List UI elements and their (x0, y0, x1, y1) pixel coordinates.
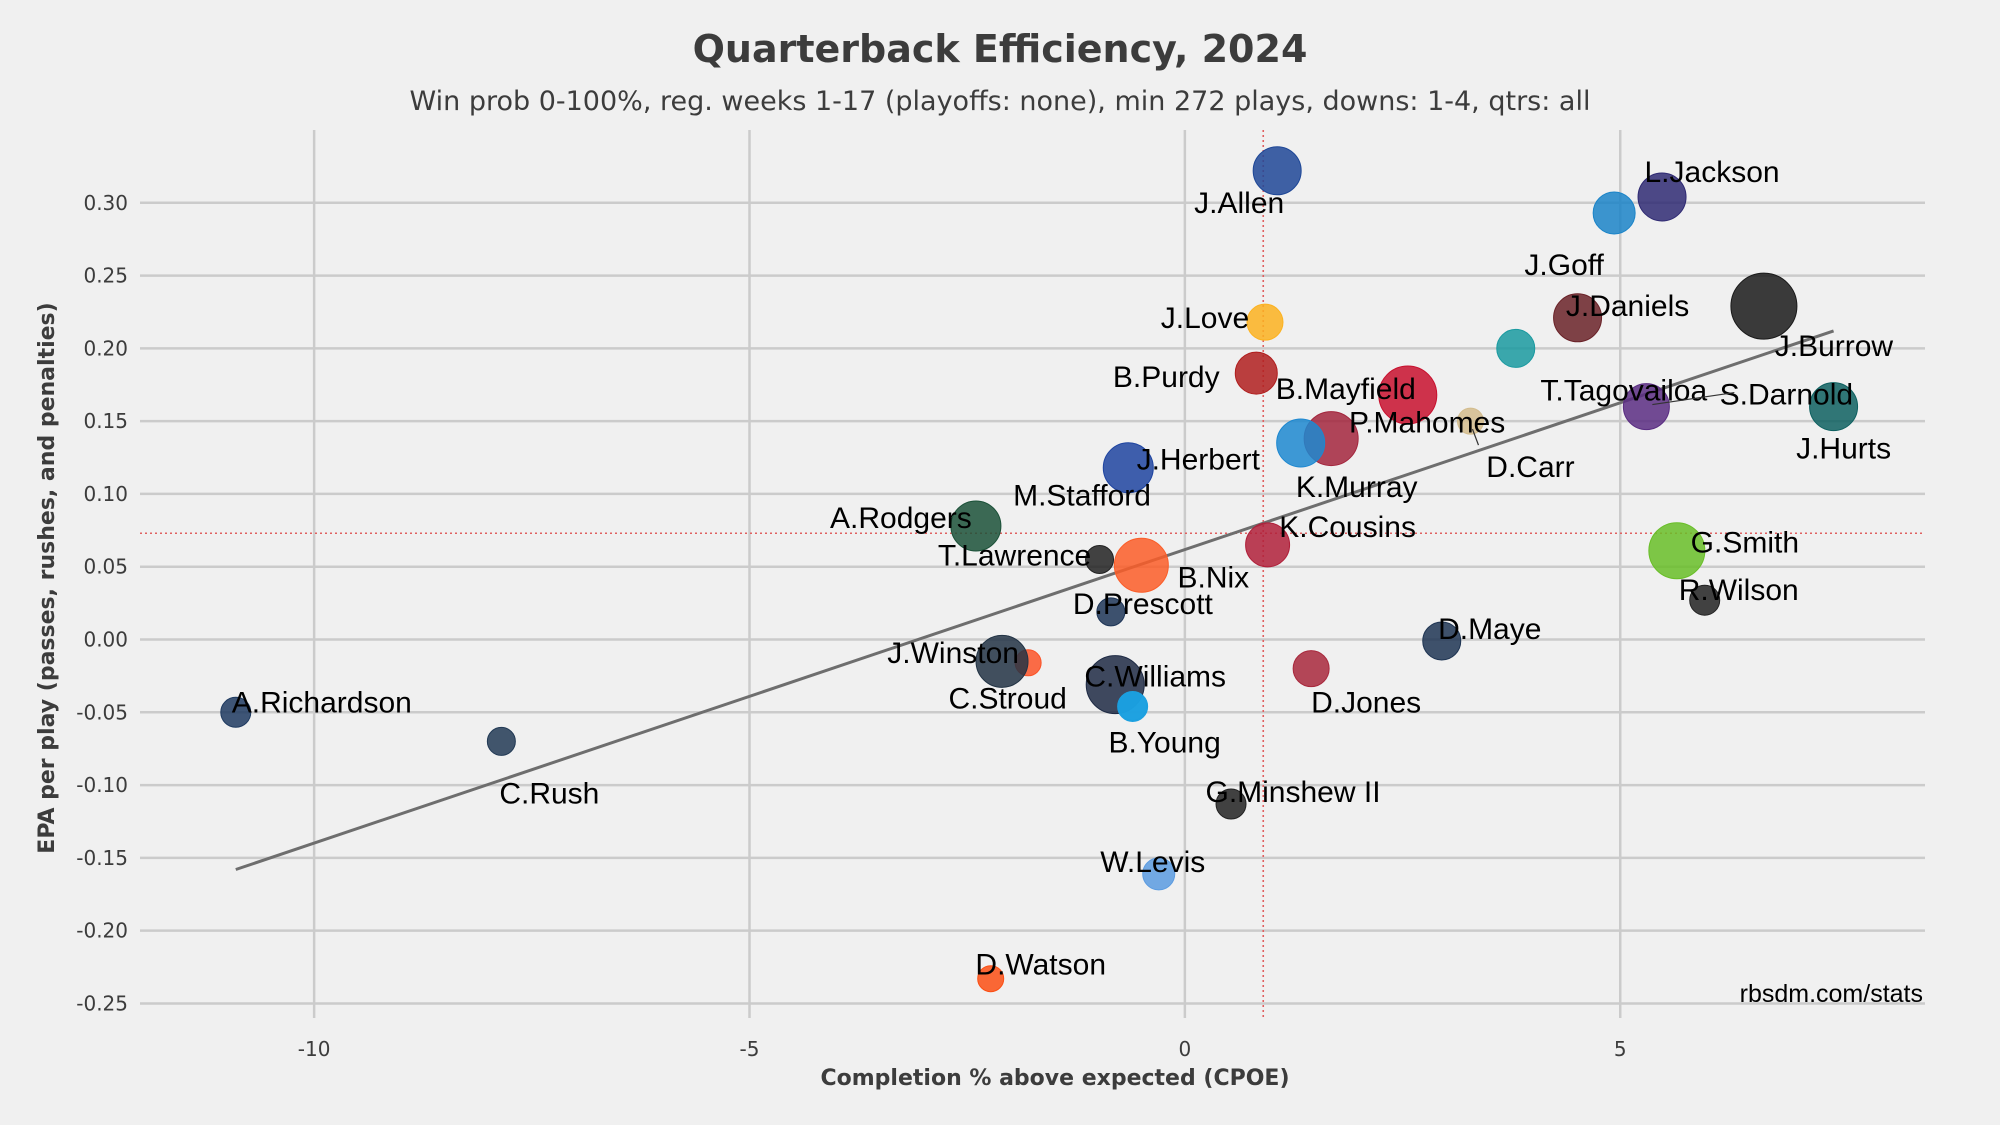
label-c-stroud: C.Stroud (948, 682, 1066, 715)
y-tick-label: -0.20 (76, 919, 128, 943)
point-d-maye (1422, 621, 1462, 661)
grid-lines (140, 130, 1925, 1018)
label-j-winston: J.Winston (887, 637, 1019, 670)
label-a-richardson: A.Richardson (232, 686, 412, 719)
y-tick-label: -0.10 (76, 773, 128, 797)
y-tick-label: 0.30 (83, 191, 128, 215)
point-a-richardson (220, 696, 252, 728)
label-b-nix: B.Nix (1177, 561, 1249, 594)
y-tick-label: -0.05 (76, 700, 128, 724)
point-k-cousins (1245, 522, 1291, 568)
x-axis-label: Completion % above expected (CPOE) (821, 1066, 1290, 1091)
label-d-prescott: D.Prescott (1073, 588, 1214, 621)
label-d-maye: D.Maye (1438, 613, 1541, 646)
point-b-purdy (1234, 351, 1278, 395)
trend-line (235, 329, 1835, 871)
label-b-purdy: B.Purdy (1113, 361, 1220, 394)
label-s-darnold: S.Darnold (1720, 379, 1853, 412)
point-labels: J.Allen L.Jackson J.Goff J.Daniels J.Burrow J… (232, 156, 1894, 982)
label-t-tagovailoa: T.Tagovailoa (1540, 374, 1707, 407)
label-w-levis: W.Levis (1100, 846, 1205, 879)
point-m-stafford (975, 634, 1029, 688)
point-b-young (1118, 691, 1148, 721)
chart-title: Quarterback Efficiency, 2024 (693, 27, 1308, 71)
label-b-mayfield: B.Mayfield (1276, 373, 1416, 406)
point-j-love (1246, 303, 1284, 341)
label-j-burrow: J.Burrow (1775, 330, 1894, 363)
label-c-rush: C.Rush (499, 777, 599, 810)
label-c-williams: C.Williams (1084, 661, 1226, 694)
point-r-wilson (1689, 584, 1721, 616)
point-j-herbert (1102, 442, 1154, 494)
point-s-darnold (1622, 383, 1670, 431)
point-d-carr (1456, 407, 1484, 435)
point-g-smith (1648, 522, 1706, 580)
point-j-goff (1592, 191, 1636, 235)
point-l-jackson (1637, 172, 1687, 222)
x-tick-label: 5 (1614, 1037, 1627, 1061)
label-j-herbert: J.Herbert (1137, 444, 1261, 477)
reference-lines (140, 130, 1925, 1018)
scatter-points (220, 146, 1859, 993)
label-m-stafford: M.Stafford (1013, 479, 1151, 512)
y-tick-label: 0.25 (83, 264, 128, 288)
chart-subtitle: Win prob 0-100%, reg. weeks 1-17 (playof… (410, 86, 1591, 117)
leader-line (1652, 391, 1735, 406)
y-tick-label: -0.15 (76, 846, 128, 870)
label-j-daniels: J.Daniels (1566, 290, 1689, 323)
point-j-hurts (1809, 382, 1859, 432)
label-a-rodgers: A.Rodgers (830, 502, 972, 535)
point-w-levis (1142, 857, 1176, 891)
label-j-hurts: J.Hurts (1796, 433, 1891, 466)
y-tick-label: 0.05 (83, 555, 128, 579)
label-d-watson: D.Watson (975, 949, 1106, 982)
point-a-rodgers (950, 500, 1002, 552)
point-t-lawrence (1085, 544, 1115, 574)
point-b-mayfield (1378, 365, 1438, 425)
label-l-jackson: L.Jackson (1645, 156, 1780, 189)
label-j-allen: J.Allen (1194, 187, 1284, 220)
point-c-rush (486, 726, 516, 756)
y-tick-label: 0.20 (83, 336, 128, 360)
regression-line (235, 329, 1835, 871)
point-t-tagovailoa (1496, 328, 1536, 368)
x-tick-label: -10 (298, 1037, 331, 1061)
x-tick-labels: -10 -5 0 5 (298, 1037, 1627, 1061)
x-tick-label: 0 (1179, 1037, 1192, 1061)
label-g-smith: G.Smith (1691, 527, 1799, 560)
source-credit: rbsdm.com/stats (1740, 980, 1923, 1008)
label-b-young: B.Young (1108, 726, 1220, 759)
label-d-carr: D.Carr (1486, 451, 1574, 484)
y-axis-label: EPA per play (passes, rushes, and penalt… (35, 302, 60, 853)
label-r-wilson: R.Wilson (1679, 574, 1799, 607)
point-b-nix (1113, 537, 1169, 593)
label-j-goff: J.Goff (1524, 249, 1604, 282)
x-tick-label: -5 (740, 1037, 760, 1061)
y-tick-labels: -0.25 -0.20 -0.15 -0.10 -0.05 0.00 0.05 0.10 0.1… (76, 191, 128, 1016)
y-tick-label: 0.10 (83, 482, 128, 506)
label-d-jones: D.Jones (1311, 687, 1421, 720)
point-j-burrow (1730, 272, 1798, 340)
label-g-minshew-ii: G.Minshew II (1205, 776, 1380, 809)
label-t-lawrence: T.Lawrence (938, 539, 1091, 572)
point-g-minshew-ii (1215, 788, 1247, 820)
point-j-allen (1252, 146, 1302, 196)
label-k-cousins: K.Cousins (1279, 511, 1416, 544)
point-d-prescott (1096, 597, 1126, 627)
label-j-love: J.Love (1161, 302, 1249, 335)
point-k-murray (1276, 418, 1326, 468)
leader-line (1471, 428, 1480, 446)
point-d-jones (1292, 650, 1330, 688)
y-tick-label: 0.00 (83, 628, 128, 652)
point-j-daniels (1553, 293, 1603, 343)
point-d-watson (977, 965, 1005, 993)
y-tick-label: -0.25 (76, 991, 128, 1015)
label-k-murray: K.Murray (1296, 471, 1418, 504)
label-p-mahomes: P.Mahomes (1349, 407, 1505, 440)
y-tick-label: 0.15 (83, 409, 128, 433)
